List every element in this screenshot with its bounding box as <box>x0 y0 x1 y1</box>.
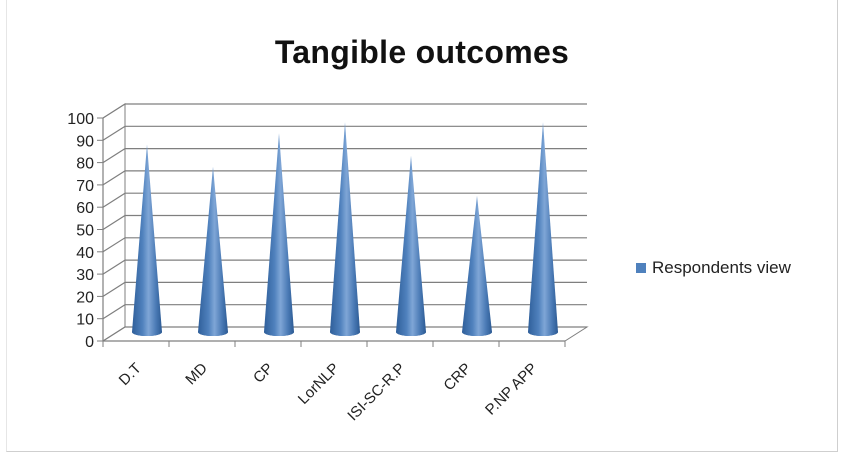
cone-body <box>396 155 426 336</box>
y-tick-label: 10 <box>76 312 94 329</box>
chart-title: Tangible outcomes <box>274 34 570 70</box>
cone-body <box>330 122 360 337</box>
gridline <box>102 281 587 297</box>
x-tick-label: D.T <box>116 360 145 389</box>
y-tick-label: 40 <box>76 245 94 262</box>
gridline <box>102 170 587 186</box>
legend-swatch <box>636 263 646 273</box>
x-tick-label: LorNLP <box>295 360 343 408</box>
y-tick-label: 100 <box>67 111 94 128</box>
y-tick-label: 60 <box>76 200 94 217</box>
cone-body <box>132 144 162 336</box>
gridline <box>102 304 587 320</box>
gridline <box>102 259 587 275</box>
gridline <box>102 125 587 141</box>
cone-body <box>198 166 228 336</box>
cone-bar <box>264 133 294 336</box>
cone-bar <box>462 195 492 336</box>
cone-body <box>264 133 294 336</box>
x-tick-label: P.NP APP <box>482 360 541 419</box>
cone-bar <box>396 155 426 336</box>
chart-frame <box>6 0 838 452</box>
y-tick-label: 80 <box>76 156 94 173</box>
cone-bar <box>330 122 360 337</box>
x-tick-label: CRP <box>440 360 474 394</box>
y-tick-label: 30 <box>76 267 94 284</box>
x-tick-label: ISI-SC-R.P <box>344 360 408 424</box>
gridline <box>102 214 587 231</box>
legend-label: Respondents view <box>652 258 791 277</box>
cone-body <box>462 195 492 336</box>
x-tick-label: MD <box>182 360 211 389</box>
gridline <box>102 148 587 164</box>
gridline <box>102 326 587 342</box>
y-tick-label: 20 <box>76 289 94 306</box>
gridline <box>102 192 587 208</box>
gridline <box>102 237 587 253</box>
cone-bar <box>132 144 162 336</box>
y-tick-label: 70 <box>76 178 94 195</box>
y-tick-label: 90 <box>76 133 94 150</box>
y-tick-label: 0 <box>85 334 94 351</box>
y-tick-label: 50 <box>76 223 94 240</box>
cone-bar <box>528 122 558 337</box>
x-tick-label: CP <box>250 360 277 387</box>
gridline <box>102 103 587 119</box>
cone-bar <box>198 166 228 336</box>
legend: Respondents view <box>636 258 791 278</box>
cone-body <box>528 122 558 337</box>
